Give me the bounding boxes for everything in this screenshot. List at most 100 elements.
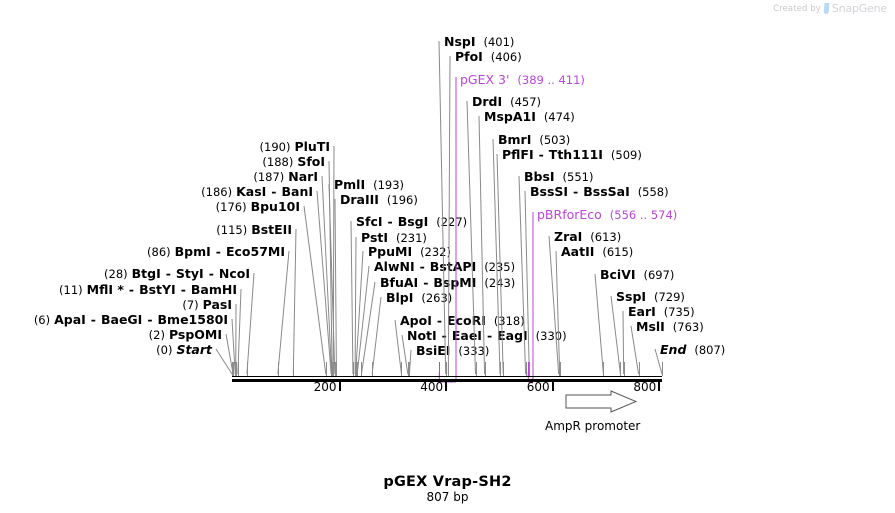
restriction-site-tick <box>361 362 363 376</box>
site-position: (763) <box>672 320 704 334</box>
enzyme-label[interactable]: MspA1I (474) <box>484 110 575 124</box>
enzyme-label[interactable]: BbsI (551) <box>524 170 593 184</box>
leader-line <box>246 272 255 375</box>
enzyme-name: PspOMI <box>168 327 222 342</box>
site-position: (235) <box>484 260 516 274</box>
enzyme-name: SfcI <box>356 214 383 229</box>
enzyme-label[interactable]: ApoI - EcoRI (318) <box>400 314 525 328</box>
leader-line <box>354 236 357 375</box>
restriction-site-tick <box>336 362 338 376</box>
restriction-site-tick <box>334 362 336 376</box>
restriction-site-tick <box>603 362 605 376</box>
enzyme-label[interactable]: BssSI - BssSaI (558) <box>530 185 669 199</box>
enzyme-label[interactable]: NotI - EaeI - EagI (330) <box>407 329 567 343</box>
enzyme-name: PfoI <box>455 49 483 64</box>
terminus-label[interactable]: (0) Start <box>156 343 212 357</box>
enzyme-label[interactable]: BmrI (503) <box>498 133 570 147</box>
enzyme-name: BtgI <box>131 266 161 281</box>
enzyme-name: ApoI <box>400 313 432 328</box>
site-position: (28) <box>104 267 128 281</box>
enzyme-label[interactable]: DrdI (457) <box>472 95 541 109</box>
terminus-label[interactable]: End (807) <box>660 343 725 357</box>
enzyme-label[interactable]: (188) SfoI <box>262 155 325 169</box>
restriction-site-tick <box>232 362 233 376</box>
feature-label[interactable]: pBRforEco (556 .. 574) <box>537 208 677 222</box>
enzyme-label[interactable]: (86) BpmI - Eco57MI <box>147 245 285 259</box>
enzyme-label[interactable]: (190) PluTI <box>260 140 330 154</box>
enzyme-label[interactable]: (6) ApaI - BaeGI - Bme1580I <box>34 313 228 327</box>
enzyme-name: BfuAI <box>380 275 419 290</box>
enzyme-label[interactable]: MslI (763) <box>636 320 704 334</box>
name-separator: - <box>486 328 493 343</box>
enzyme-label[interactable]: NspI (401) <box>444 35 514 49</box>
enzyme-name: PluTI <box>294 139 330 154</box>
enzyme-label[interactable]: ZraI (613) <box>554 230 621 244</box>
enzyme-label[interactable]: PflFI - Tth111I (509) <box>502 148 642 162</box>
restriction-site-tick <box>662 362 663 376</box>
enzyme-label[interactable]: (187) NarI <box>253 170 318 184</box>
site-position: (188) <box>262 155 294 169</box>
leader-line <box>594 273 604 375</box>
backbone-line-top <box>232 376 662 377</box>
enzyme-name: BciVI <box>600 267 636 282</box>
enzyme-label[interactable]: BfuAI - BspMI (243) <box>380 276 515 290</box>
enzyme-label[interactable]: (7) PasI <box>182 298 232 312</box>
enzyme-name: MflI * <box>86 282 124 297</box>
feature-label[interactable]: pGEX 3' (389 .. 411) <box>460 73 585 87</box>
enzyme-label[interactable]: BsiEI (333) <box>416 344 489 358</box>
site-position: (330) <box>535 329 567 343</box>
enzyme-label[interactable]: (2) PspOMI <box>149 328 222 342</box>
restriction-site-tick <box>500 362 502 376</box>
ruler-tick-label: 200 <box>313 380 337 394</box>
enzyme-name: BsgI <box>397 214 429 229</box>
leader-line <box>350 220 354 375</box>
enzyme-name: SfoI <box>297 154 325 169</box>
restriction-site-tick <box>235 362 237 376</box>
enzyme-label[interactable]: (176) Bpu10I <box>216 200 300 214</box>
site-position: (807) <box>694 343 726 357</box>
restriction-site-tick <box>331 362 333 376</box>
enzyme-label[interactable]: EarI (735) <box>628 305 695 319</box>
enzyme-label[interactable]: SfcI - BsgI (227) <box>356 215 467 229</box>
restriction-site-tick <box>246 362 248 376</box>
enzyme-label[interactable]: PmlI (193) <box>334 178 404 192</box>
enzyme-label[interactable]: (115) BstEII <box>216 223 292 237</box>
restriction-site-tick <box>355 362 357 376</box>
enzyme-name: Tth111I <box>548 147 603 162</box>
enzyme-label[interactable]: BlpI (263) <box>386 291 452 305</box>
enzyme-name: BstYI <box>139 282 176 297</box>
enzyme-name: MspA1I <box>484 109 536 124</box>
enzyme-label[interactable]: (186) KasI - BanI <box>201 185 313 199</box>
enzyme-name: EcoRI <box>447 313 486 328</box>
site-position: (11) <box>59 283 83 297</box>
enzyme-name: End <box>660 342 687 357</box>
enzyme-label[interactable]: AatII (615) <box>561 245 633 259</box>
enzyme-label[interactable]: DraIII (196) <box>340 193 418 207</box>
enzyme-label[interactable]: AlwNI - BstAPI (235) <box>374 260 515 274</box>
enzyme-name: PasI <box>202 297 232 312</box>
enzyme-name: BpmI <box>174 244 211 259</box>
enzyme-label[interactable]: (11) MflI * - BstYI - BamHI <box>59 283 237 297</box>
site-position: (389 .. 411) <box>517 73 585 87</box>
enzyme-label[interactable]: SspI (729) <box>616 290 685 304</box>
ruler-tick <box>658 382 661 391</box>
enzyme-name: NotI <box>407 328 437 343</box>
restriction-site-tick <box>559 362 561 376</box>
restriction-site-tick <box>293 362 295 376</box>
restriction-site-tick <box>325 362 327 376</box>
restriction-site-tick <box>558 362 560 376</box>
enzyme-label[interactable]: PpuMI (232) <box>368 245 451 259</box>
enzyme-name: Start <box>176 342 212 357</box>
leader-line <box>524 190 530 375</box>
enzyme-label[interactable]: PfoI (406) <box>455 50 522 64</box>
enzyme-label[interactable]: (28) BtgI - StyI - NcoI <box>104 267 250 281</box>
backbone-line-main <box>232 379 662 382</box>
snapgene-logo-icon <box>823 3 830 14</box>
enzyme-label[interactable]: BciVI (697) <box>600 268 674 282</box>
enzyme-name: Bme1580I <box>157 312 228 327</box>
leader-line <box>316 190 332 375</box>
ruler-tick <box>338 382 341 391</box>
leader-line <box>321 175 333 375</box>
enzyme-label[interactable]: PstI (231) <box>361 231 427 245</box>
enzyme-name: StyI <box>175 266 204 281</box>
